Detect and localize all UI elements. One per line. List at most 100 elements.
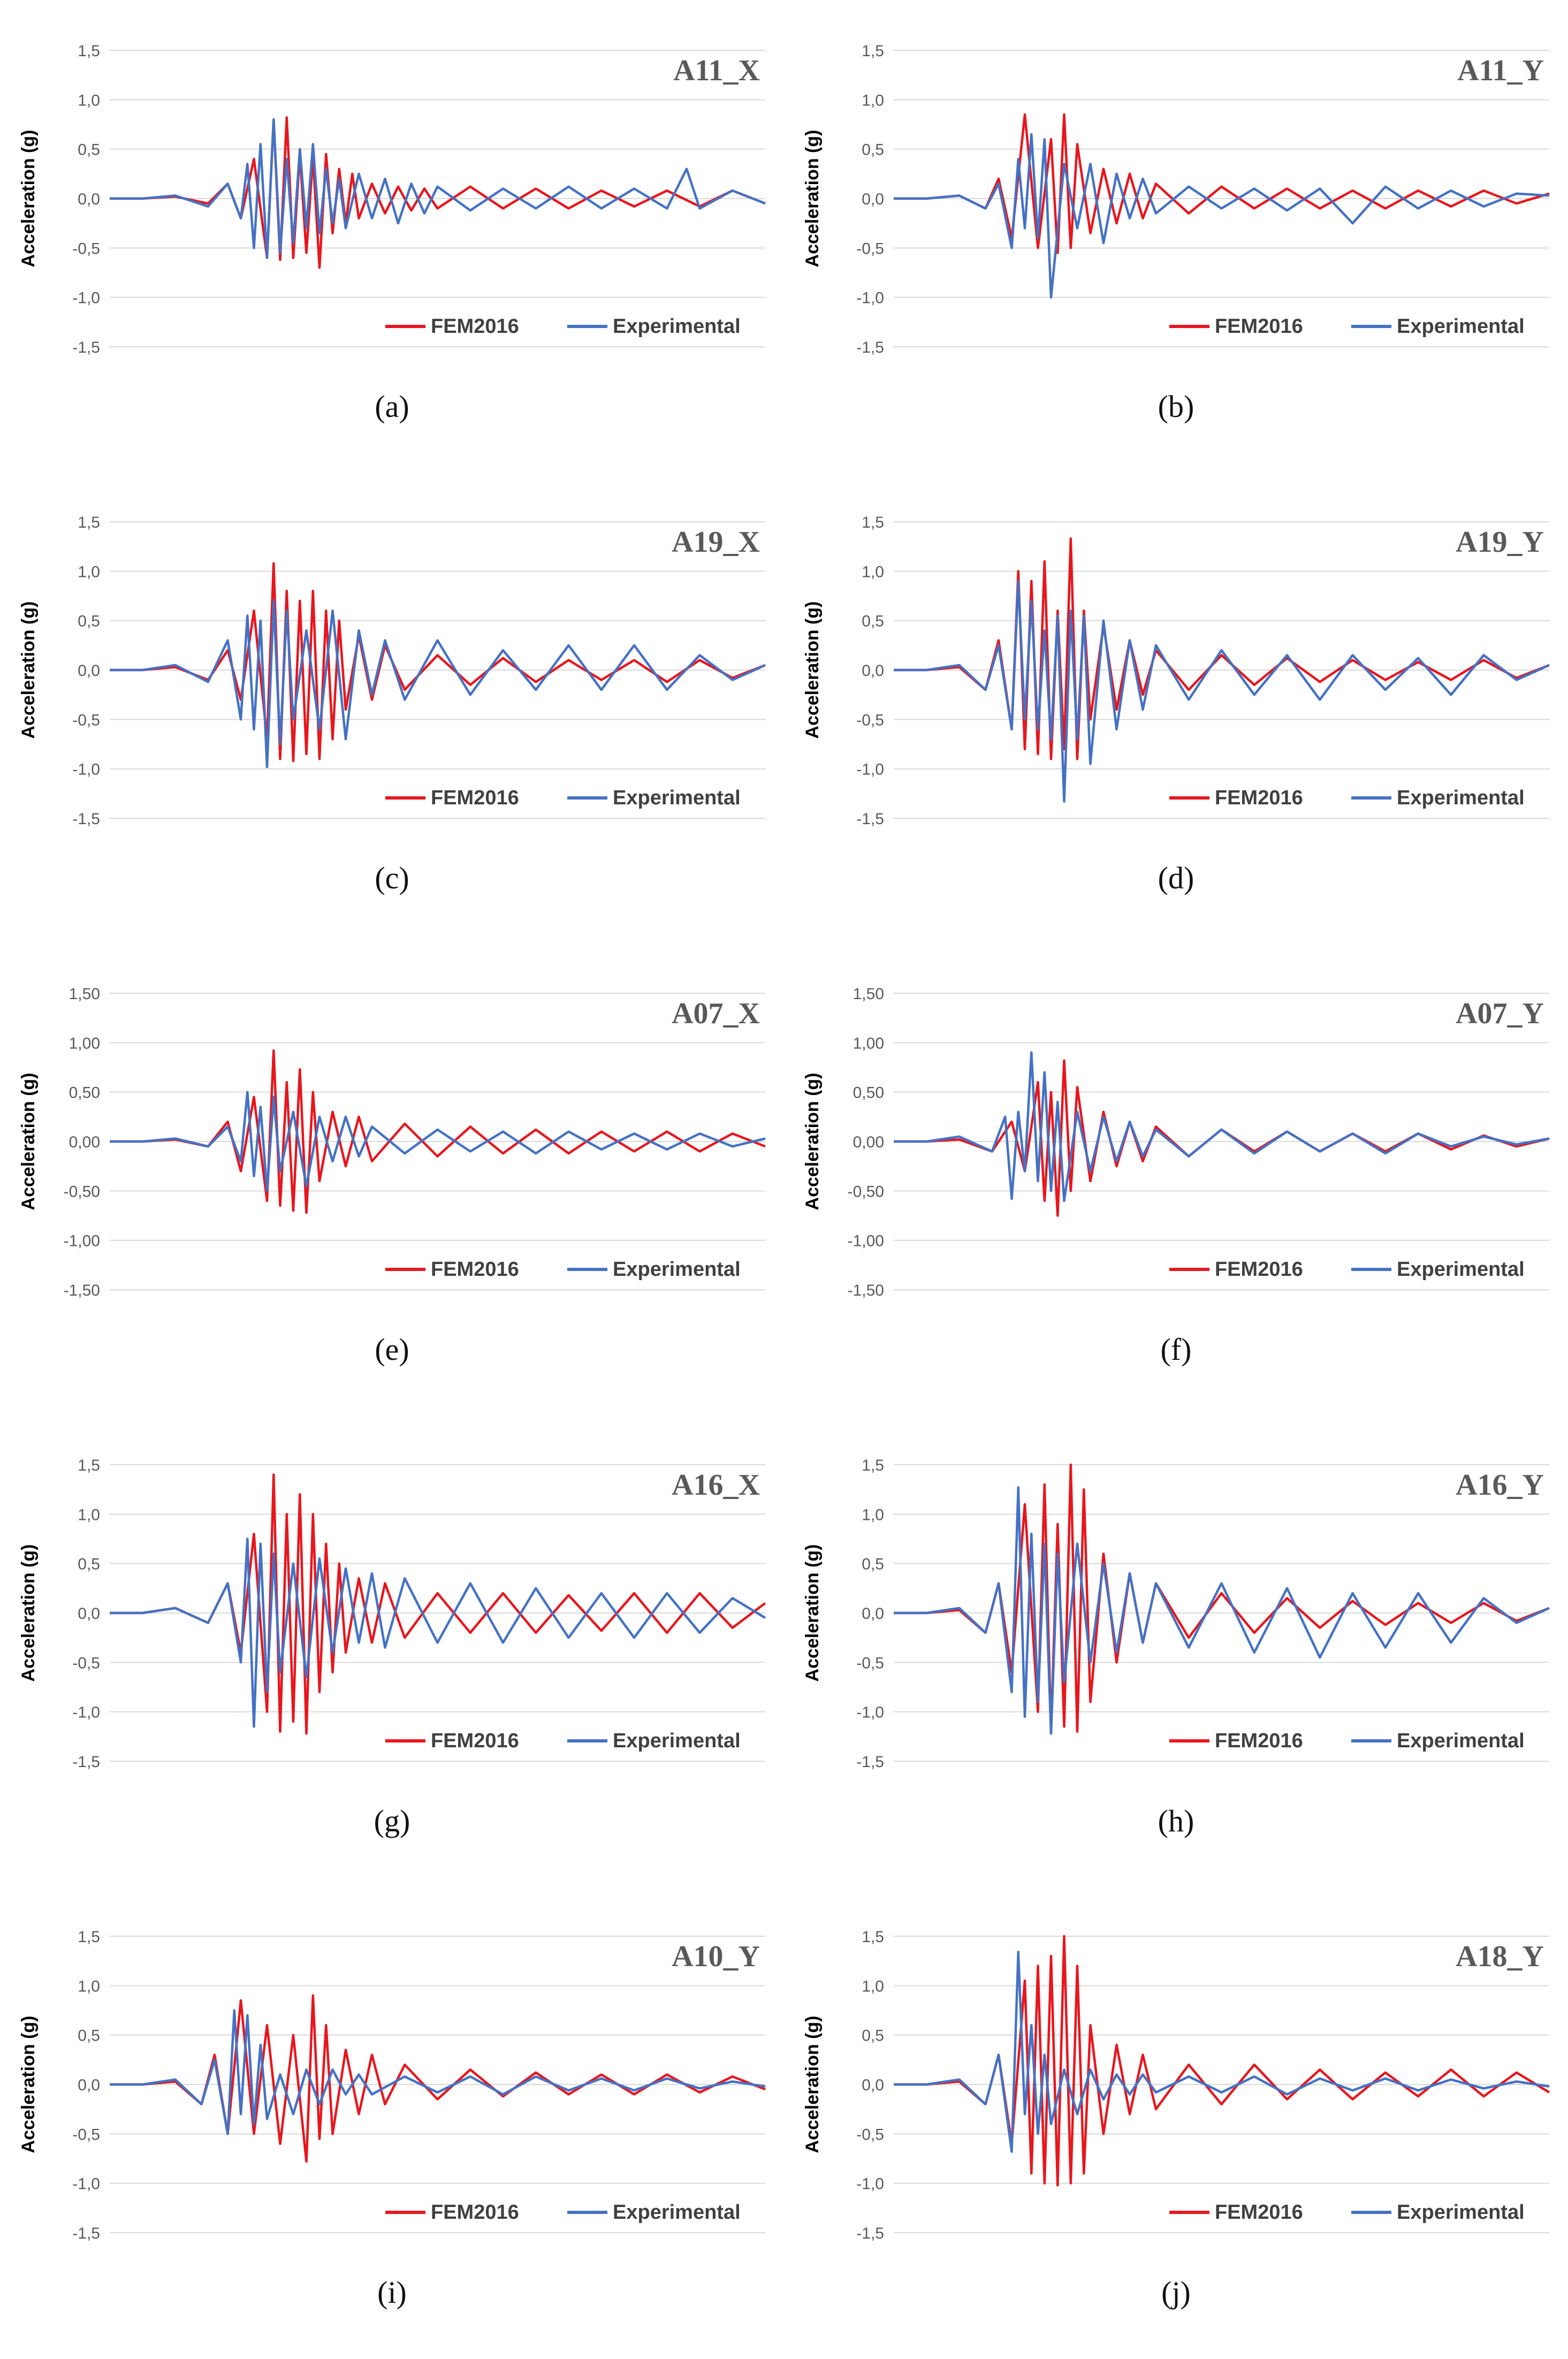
- y-tick-label: 0,0: [862, 662, 884, 680]
- y-tick-label: -1,5: [72, 2225, 100, 2242]
- series-line-experimental: [894, 1951, 1550, 2153]
- chart-svg-a: 1,5 1,0 0,5 0,0 -0,5 -1,0 -1,5 Acceleration (g)…: [18, 42, 766, 356]
- y-tick-label: -0,5: [856, 711, 884, 729]
- legend-label-fem2016: FEM2016: [1215, 1258, 1303, 1281]
- y-tick-label: -1,00: [64, 1232, 100, 1250]
- chart-panel-h: 1,5 1,0 0,5 0,0 -0,5 -1,0 -1,5 Acceleration (g)…: [784, 1414, 1568, 1886]
- chart-panel-j: 1,5 1,0 0,5 0,0 -0,5 -1,0 -1,5 Acceleration (g)…: [784, 1886, 1568, 2357]
- panel-caption: (c): [375, 861, 409, 895]
- y-tick-label: 0,50: [853, 1084, 884, 1102]
- y-tick-label: 1,0: [78, 1977, 100, 1995]
- legend-label-fem2016: FEM2016: [431, 315, 519, 338]
- series-line-experimental: [110, 1091, 766, 1192]
- chart-title: A19_X: [672, 526, 760, 559]
- y-tick-label: -0,50: [848, 1183, 884, 1200]
- series-line-experimental: [110, 599, 766, 768]
- y-tick-label: -1,00: [848, 1232, 884, 1250]
- legend-label-experimental: Experimental: [1397, 315, 1525, 338]
- y-tick-label: 1,5: [78, 1457, 100, 1474]
- y-tick-label: 1,5: [862, 1928, 884, 1946]
- chart-svg-f: 1,50 1,00 0,50 0,00 -0,50 -1,00 -1,50 Accelerat…: [802, 985, 1550, 1299]
- y-tick-label: -0,5: [856, 2126, 884, 2143]
- legend-label-experimental: Experimental: [613, 2201, 741, 2224]
- y-tick-label: 1,00: [69, 1034, 100, 1052]
- panel-caption: (b): [1158, 389, 1194, 424]
- legend-label-fem2016: FEM2016: [431, 2201, 519, 2224]
- series-line-experimental: [894, 1486, 1550, 1735]
- chart-title: A16_X: [672, 1468, 760, 1502]
- y-axis-label: Acceleration (g): [18, 1073, 39, 1211]
- chart-svg-g: 1,5 1,0 0,5 0,0 -0,5 -1,0 -1,5 Acceleration (g)…: [18, 1457, 766, 1771]
- panel-caption: (g): [374, 1804, 410, 1838]
- legend-label-experimental: Experimental: [613, 1730, 741, 1752]
- y-tick-label: -1,50: [64, 1282, 100, 1299]
- y-tick-label: -1,0: [72, 290, 100, 307]
- series-line-experimental: [894, 1051, 1550, 1203]
- y-axis-label: Acceleration (g): [802, 130, 823, 268]
- series-line-fem2016: [110, 562, 766, 763]
- y-axis-label: Acceleration (g): [802, 2016, 823, 2153]
- panel-caption: (j): [1161, 2275, 1191, 2310]
- chart-panel-b: 1,5 1,0 0,5 0,0 -0,5 -1,0 -1,5 Acceleration (g)…: [784, 0, 1568, 471]
- y-tick-label: 1,0: [78, 92, 100, 109]
- chart-panel-f: 1,50 1,00 0,50 0,00 -0,50 -1,00 -1,50 Accelerat…: [784, 943, 1568, 1414]
- panel-caption: (i): [377, 2275, 407, 2310]
- legend-label-fem2016: FEM2016: [1215, 1730, 1303, 1752]
- series-line-experimental: [110, 1538, 766, 1728]
- chart-title: A16_Y: [1456, 1468, 1544, 1502]
- chart-panel-c: 1,5 1,0 0,5 0,0 -0,5 -1,0 -1,5 Acceleration (g)…: [0, 471, 784, 943]
- y-tick-label: 1,00: [853, 1034, 884, 1052]
- y-tick-label: -0,5: [72, 240, 100, 257]
- legend-label-experimental: Experimental: [1397, 2201, 1525, 2224]
- y-tick-label: -0,50: [64, 1183, 100, 1200]
- y-tick-label: -0,5: [856, 240, 884, 257]
- y-tick-label: 0,0: [78, 662, 100, 680]
- series-line-experimental: [894, 580, 1550, 803]
- y-axis-label: Acceleration (g): [802, 1544, 823, 1682]
- y-tick-label: 0,0: [78, 1605, 100, 1623]
- series-line-experimental: [110, 2009, 766, 2135]
- chart-title: A19_Y: [1456, 526, 1544, 559]
- chart-title: A11_Y: [1457, 54, 1544, 87]
- y-tick-label: 0,5: [862, 1556, 884, 1573]
- y-tick-label: -0,5: [72, 2126, 100, 2143]
- y-tick-label: 1,0: [862, 1977, 884, 1995]
- y-tick-label: -1,5: [856, 810, 884, 828]
- y-tick-label: 0,5: [78, 2027, 100, 2045]
- y-tick-label: 1,0: [78, 563, 100, 581]
- series-line-experimental: [110, 118, 766, 260]
- y-tick-label: 0,50: [69, 1084, 100, 1102]
- series-line-fem2016: [894, 1935, 1550, 2187]
- y-tick-label: 0,5: [862, 141, 884, 159]
- chart-svg-e: 1,50 1,00 0,50 0,00 -0,50 -1,00 -1,50 Accelerat…: [18, 985, 766, 1299]
- y-tick-label: -1,0: [72, 1704, 100, 1722]
- y-tick-label: 1,0: [862, 1506, 884, 1524]
- chart-title: A11_X: [673, 54, 760, 87]
- y-tick-label: 0,0: [862, 1605, 884, 1623]
- y-tick-label: -1,5: [72, 1753, 100, 1771]
- chart-svg-c: 1,5 1,0 0,5 0,0 -0,5 -1,0 -1,5 Acceleration (g)…: [18, 514, 766, 828]
- legend-label-experimental: Experimental: [1397, 1730, 1525, 1752]
- y-tick-label: -0,5: [72, 1654, 100, 1672]
- legend-label-fem2016: FEM2016: [431, 1730, 519, 1752]
- y-tick-label: 1,50: [853, 985, 884, 1003]
- legend-label-fem2016: FEM2016: [1215, 2201, 1303, 2224]
- y-tick-label: -1,5: [856, 339, 884, 356]
- y-tick-label: 0,00: [69, 1133, 100, 1151]
- legend-label-fem2016: FEM2016: [431, 1258, 519, 1281]
- series-line-fem2016: [894, 1059, 1550, 1217]
- y-tick-label: 0,00: [853, 1133, 884, 1151]
- y-axis-label: Acceleration (g): [18, 1544, 39, 1682]
- y-tick-label: -1,0: [72, 761, 100, 779]
- y-tick-label: -0,5: [72, 711, 100, 729]
- y-tick-label: 1,50: [69, 985, 100, 1003]
- y-tick-label: 1,5: [862, 42, 884, 60]
- series-line-experimental: [894, 133, 1550, 299]
- series-line-fem2016: [110, 1049, 766, 1214]
- y-tick-label: -1,50: [848, 1282, 884, 1299]
- legend-label-experimental: Experimental: [1397, 787, 1525, 809]
- panel-caption: (e): [375, 1332, 409, 1367]
- y-tick-label: 1,5: [862, 514, 884, 531]
- series-line-fem2016: [110, 116, 766, 269]
